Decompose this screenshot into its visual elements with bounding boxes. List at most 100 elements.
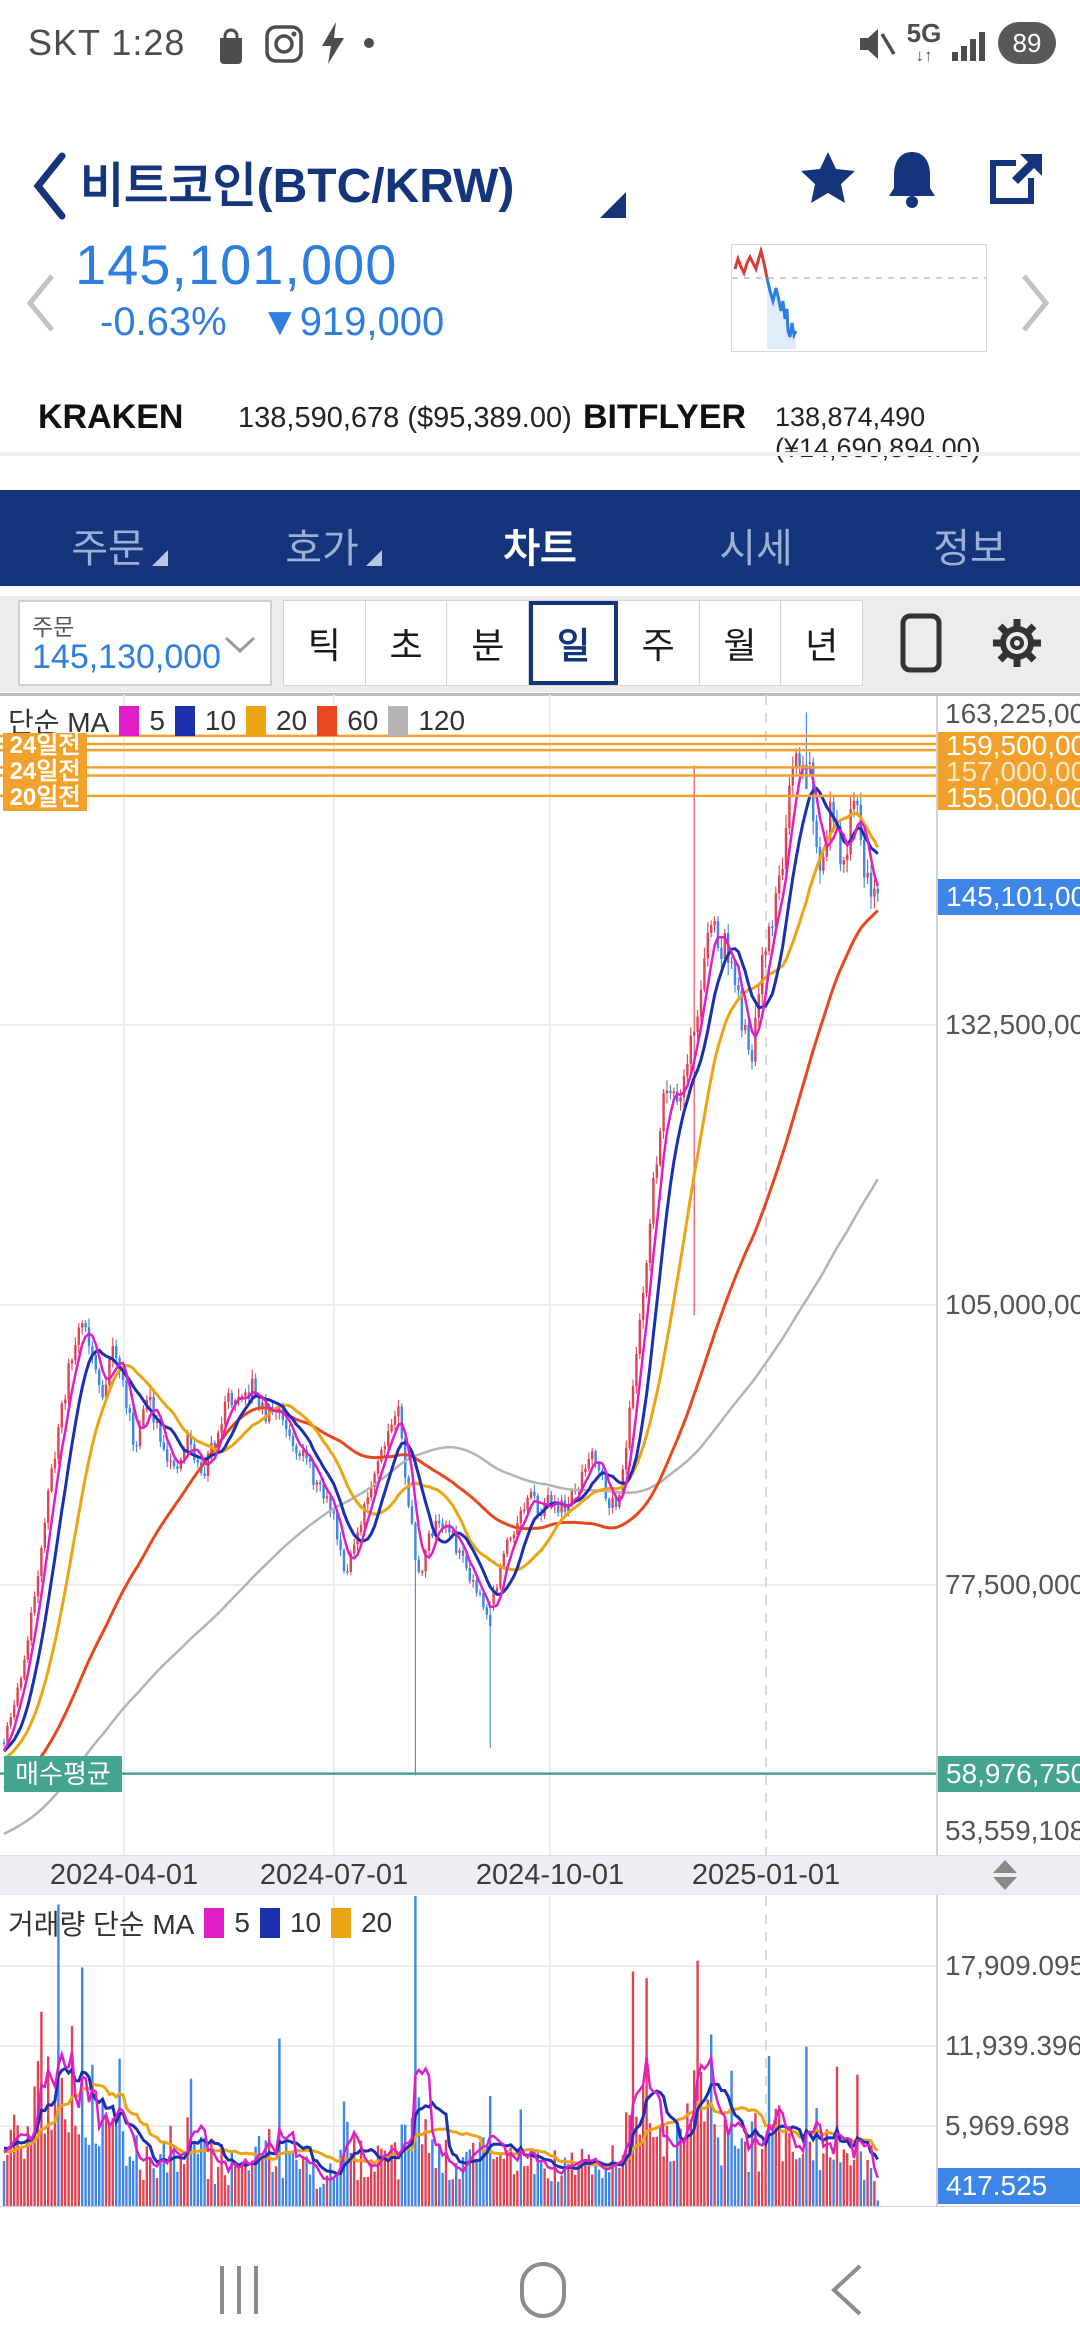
settings-button[interactable]: [979, 600, 1055, 686]
battery-percent: 89: [1012, 27, 1042, 58]
chart-border: [0, 693, 1080, 696]
legend-period: 20: [276, 705, 308, 736]
avg-buy-label-badge: 매수평균: [4, 1755, 122, 1792]
prev-symbol-chevron[interactable]: [22, 272, 58, 334]
y-axis-label: 77,500,000: [945, 1569, 1080, 1600]
tab-시세[interactable]: 시세: [719, 527, 793, 571]
home-button[interactable]: [518, 2260, 568, 2320]
resistance-price-badge: 159,500,000: [946, 730, 1080, 761]
legend-period: 20: [361, 1907, 393, 1938]
interval-button-초[interactable]: 초: [365, 601, 448, 685]
exchange-name: BITFLYER: [583, 398, 747, 436]
current-volume-badge: 417.525: [938, 2168, 1080, 2204]
legend-title: 단순 MA: [8, 707, 110, 738]
back-button[interactable]: [30, 148, 70, 224]
resistance-price-badges: 159,500,000157,000,000155,000,000: [938, 730, 1080, 813]
tab-호가[interactable]: 호가: [285, 527, 359, 571]
favorite-star-icon[interactable]: [800, 150, 856, 206]
days-ago-badge: 24일전: [9, 732, 81, 759]
android-nav-bar: [0, 2250, 1080, 2340]
exchange-name: KRAKEN: [38, 398, 184, 436]
chevron-down-icon: [224, 636, 256, 654]
date-label: 2025-01-01: [691, 1859, 841, 1891]
interval-button-일[interactable]: 일: [529, 601, 618, 685]
interval-button-분[interactable]: 분: [447, 601, 530, 685]
tab-주문[interactable]: 주문: [71, 527, 145, 571]
exchange-value: 138,590,678 ($95,389.00): [238, 402, 572, 434]
legend-period: 60: [347, 705, 379, 736]
change-amount: 919,000: [299, 300, 445, 344]
days-ago-badge: 20일전: [9, 784, 81, 811]
exchange-value: 138,874,490 (¥14,690,894.00): [775, 402, 981, 463]
change-percent: -0.63%: [100, 300, 227, 344]
order-value: 145,130,000: [32, 638, 222, 676]
mute-icon: [860, 29, 896, 59]
fullscreen-button[interactable]: [883, 600, 959, 686]
legend-swatch: [331, 1908, 352, 1938]
order-label: 주문: [32, 614, 75, 640]
current-price-badge: 145,101,000: [938, 878, 1080, 915]
interval-button-월[interactable]: 월: [699, 601, 782, 685]
flash-icon: [322, 22, 344, 64]
resistance-price-badge: 157,000,000: [946, 756, 1080, 787]
main-tab-bar: 주문 호가 차트 시세 정보: [0, 490, 1080, 586]
interval-button-틱[interactable]: 틱: [284, 601, 366, 685]
back-nav-button[interactable]: [826, 2262, 866, 2318]
main-chart[interactable]: [0, 695, 937, 1855]
legend-swatch: [246, 706, 267, 736]
tab-caret-icon: [152, 550, 168, 566]
legend-period: 10: [289, 1907, 322, 1938]
legend-swatch: [388, 706, 409, 736]
date-label: 2024-07-01: [259, 1859, 409, 1891]
y-axis-label: 132,500,000: [945, 1009, 1080, 1040]
legend-swatch: [119, 706, 140, 736]
network-5g-icon: 5G ↓↑: [906, 18, 942, 65]
legend-period: 5: [234, 1907, 250, 1938]
carrier-time: SKT 1:28: [28, 22, 186, 63]
legend-swatch: [317, 706, 338, 736]
down-arrow-icon: ▼: [260, 300, 300, 344]
bag-icon: [220, 28, 242, 64]
volume-axis-label: 11,939.396: [945, 2030, 1080, 2061]
mini-sparkline[interactable]: [731, 244, 987, 352]
days-ago-badge: 24일전: [9, 758, 81, 785]
divider: [0, 452, 1080, 456]
instagram-icon: [265, 25, 303, 63]
tab-caret-icon: [366, 550, 382, 566]
order-price-dropdown[interactable]: 주문 145,130,000: [18, 600, 272, 686]
legend-period: 120: [418, 705, 466, 736]
page-title[interactable]: 비트코인(BTC/KRW): [80, 160, 515, 213]
axis-scale-icon[interactable]: [993, 1860, 1017, 1890]
date-axis[interactable]: 2024-04-01 2024-07-01 2024-10-01 2025-01-01: [0, 1855, 1080, 1895]
volume-axis-label: 17,909.095: [945, 1950, 1080, 1981]
tab-정보[interactable]: 정보: [933, 527, 1007, 571]
legend-period: 10: [204, 705, 237, 736]
y-axis-max-label: 163,225,000: [945, 698, 1080, 730]
next-symbol-chevron[interactable]: [1018, 272, 1054, 334]
legend-swatch: [174, 706, 195, 736]
resistance-price-badge: 155,000,000: [946, 782, 1080, 813]
interval-button-주[interactable]: 주: [617, 601, 700, 685]
volume-axis-label: 5,969.698: [945, 2110, 1070, 2141]
price-axis-line: [936, 696, 938, 2206]
recents-button[interactable]: [216, 2262, 262, 2318]
y-axis-min-label: 53,559,108: [945, 1815, 1080, 1846]
status-bar: SKT 1:28 5G ↓↑ 89: [0, 0, 1080, 90]
volume-chart[interactable]: [0, 1896, 937, 2206]
alert-bell-icon[interactable]: [884, 148, 940, 208]
interval-button-년[interactable]: 년: [781, 601, 863, 685]
legend-swatch: [204, 1908, 225, 1938]
date-label: 2024-10-01: [475, 1859, 625, 1891]
share-icon[interactable]: [986, 148, 1044, 206]
ma-legend: 단순 MA 5 10 20 60 120: [8, 701, 465, 741]
date-label: 2024-04-01: [49, 1859, 199, 1891]
battery-icon: 89: [998, 22, 1056, 64]
price-change: -0.63% ▼919,000: [100, 300, 444, 345]
dot-icon: [364, 38, 374, 48]
divider: [0, 2206, 1080, 2207]
tab-차트[interactable]: 차트: [503, 527, 577, 571]
title-caret-icon[interactable]: [600, 192, 626, 218]
